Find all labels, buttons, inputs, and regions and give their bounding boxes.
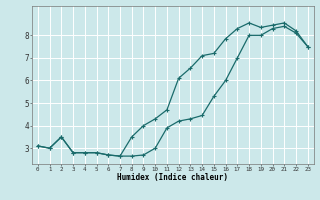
X-axis label: Humidex (Indice chaleur): Humidex (Indice chaleur) (117, 173, 228, 182)
